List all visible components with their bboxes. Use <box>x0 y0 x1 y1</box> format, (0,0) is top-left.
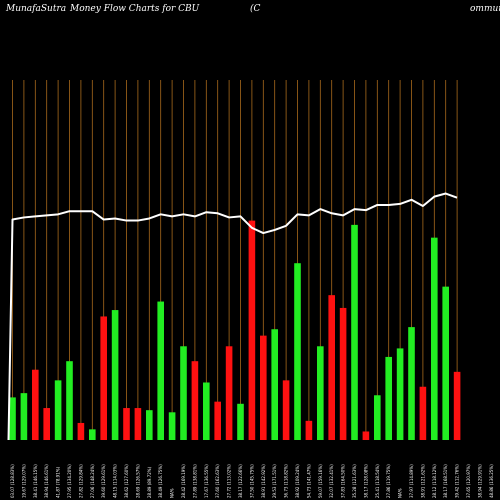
x-label-3: 38.41 (146.15%) <box>33 464 38 498</box>
x-label-6: 27.95 (134.20%) <box>67 464 72 498</box>
chart-title: Money Flow Charts for CBU <box>70 4 200 14</box>
x-label-26: 38.92 (109.24%) <box>295 464 300 498</box>
bar-19 <box>214 401 221 440</box>
bar-31 <box>351 224 358 440</box>
x-label-14: 38.49 (126.75%) <box>158 464 163 498</box>
x-label-27: 54.73 (141.47%) <box>306 464 311 498</box>
title-tail: ommun <box>470 4 500 14</box>
x-label-21: 38.17 (122.66%) <box>238 464 243 498</box>
x-label-17: 27.89 (138.81%) <box>192 464 197 498</box>
bar-17 <box>191 361 199 440</box>
x-label-8: 27.06 (148.24%) <box>90 464 95 498</box>
bar-16 <box>180 346 187 440</box>
x-label-16: 28.42 (169.19%) <box>181 464 186 498</box>
bars <box>9 220 461 440</box>
bar-29 <box>328 295 335 440</box>
bar-1 <box>9 397 16 440</box>
title-paren: (C <box>250 4 261 14</box>
bar-7 <box>77 422 85 440</box>
x-label-34: 27.86 (119.75%) <box>386 464 391 498</box>
bar-11 <box>123 408 130 440</box>
bar-39 <box>442 286 449 440</box>
bar-3 <box>32 369 39 440</box>
x-label-33: 25.41 (118.54%) <box>375 464 380 498</box>
x-label-10: 48.15 (114.03%) <box>113 464 118 498</box>
x-label-11: 38.62 (127.60%) <box>124 464 129 498</box>
bar-12 <box>134 408 142 440</box>
x-label-29: 32.07 (132.41%) <box>329 464 334 498</box>
bar-33 <box>374 395 381 440</box>
bar-26 <box>294 263 301 440</box>
x-label-13: 28.89 (89.72%) <box>147 466 152 498</box>
bar-9 <box>100 316 107 440</box>
x-label-20: 27.72 (113.02%) <box>227 464 232 498</box>
x-label-35: NA% <box>398 488 403 498</box>
bar-25 <box>282 380 290 440</box>
bar-27 <box>305 420 313 440</box>
flow-line <box>7 192 458 441</box>
x-label-23: 38.91 (142.92%) <box>261 464 266 498</box>
x-label-36: 37.97 (114.89%) <box>409 464 414 498</box>
x-label-30: 37.83 (164.50%) <box>341 464 346 498</box>
x-label-31: 35.28 (121.63%) <box>352 464 357 498</box>
bar-24 <box>271 329 278 440</box>
bar-14 <box>157 301 164 440</box>
bar-20 <box>225 346 233 440</box>
x-label-25: 36.73 (118.82%) <box>284 464 289 498</box>
bar-18 <box>203 382 210 440</box>
x-label-37: 38.91 (121.62%) <box>420 464 425 498</box>
bar-4 <box>43 408 50 440</box>
x-label-9: 39.60 (129.61%) <box>101 464 106 498</box>
bar-36 <box>408 327 415 440</box>
x-label-7: 27.82 (129.84%) <box>78 464 83 498</box>
bar-22 <box>248 220 256 440</box>
x-label-5: 41.87 (78.91%) <box>56 466 61 498</box>
bar-15 <box>168 412 176 440</box>
x-label-38: 28.12 (118.12%) <box>432 464 437 498</box>
chart-header: MunafaSutra Money Flow Charts for CBU (C… <box>0 4 500 22</box>
x-label-2: 19.67 (129.07%) <box>21 464 26 498</box>
x-label-24: 29.53 (171.51%) <box>272 464 277 498</box>
bar-10 <box>111 310 119 440</box>
x-label-18: 17.67 (136.55%) <box>204 464 209 498</box>
bar-21 <box>237 403 244 440</box>
bar-38 <box>431 237 438 440</box>
brand-name: MunafaSutra <box>6 4 67 14</box>
x-label-42: 38.94 (129.91%) <box>477 464 482 498</box>
x-label-40: 39.42 (112.76%) <box>455 464 460 498</box>
bar-35 <box>396 348 404 440</box>
x-label-32: 38.17 (128.08%) <box>363 464 368 498</box>
bar-30 <box>339 307 347 440</box>
x-label-28: 59.07 (159.16%) <box>318 464 323 498</box>
bar-6 <box>66 361 73 440</box>
bar-28 <box>317 346 324 440</box>
bar-34 <box>385 356 392 440</box>
bar-13 <box>146 410 153 440</box>
bar-5 <box>54 380 62 440</box>
x-label-22: 37.50 (145.75%) <box>249 464 254 498</box>
bar-37 <box>419 386 427 440</box>
x-label-12: 28.69 (126.57%) <box>135 464 140 498</box>
x-label-41: 37.65 (120.97%) <box>466 464 471 498</box>
bar-8 <box>89 429 96 440</box>
bar-40 <box>453 371 461 440</box>
x-label-4: 38.94 (146.61%) <box>44 464 49 498</box>
x-axis-labels: 03.07 (128.83%) 19.67 (129.07%) 38.41 (146… <box>10 464 494 498</box>
x-label-19: 37.60 (162.63%) <box>215 464 220 498</box>
money-flow-line <box>7 192 458 441</box>
x-label-39: 38.17 (168.51%) <box>443 464 448 498</box>
x-label-15: NA% <box>170 488 175 498</box>
x-label-1: 03.07 (128.83%) <box>10 464 15 498</box>
bar-2 <box>20 393 28 440</box>
x-label-43: 48.86 (136.25%) <box>489 464 494 498</box>
bar-23 <box>260 335 267 440</box>
bar-32 <box>362 431 370 440</box>
